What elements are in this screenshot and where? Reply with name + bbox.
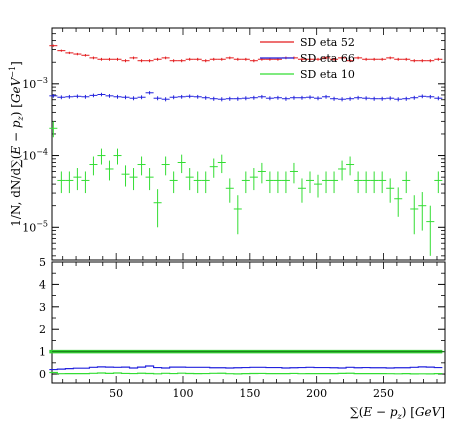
y-tick-exponent: −5 bbox=[36, 219, 48, 228]
y-tick-exponent: −3 bbox=[36, 76, 48, 85]
legend: SD eta 52 SD eta 66 SD eta 10 bbox=[260, 36, 355, 81]
legend-label: SD eta 10 bbox=[300, 68, 355, 81]
ratio-y-tick-label: 2 bbox=[39, 323, 46, 336]
x-tick-label: 200 bbox=[306, 387, 327, 400]
xlabel-minus: − bbox=[372, 405, 390, 419]
xlabel-mid: ) [ bbox=[402, 405, 415, 419]
ratio-y-tick-label: 5 bbox=[39, 256, 46, 269]
main-data-marks bbox=[49, 44, 443, 256]
main-panel: 10−510−410−3 1/N, dN/d∑(E − pz) [GeV−1] … bbox=[8, 27, 446, 261]
y-tick-base: 10 bbox=[22, 150, 36, 163]
y-tick-label: 10−3 bbox=[22, 76, 48, 91]
ratio-x-ticks: 50 100 150 200 250 bbox=[62, 262, 438, 400]
legend-label: SD eta 52 bbox=[300, 36, 355, 49]
x-axis-label: ∑(E − pz) [GeV] bbox=[350, 405, 445, 421]
y-tick-exponent: −4 bbox=[36, 148, 48, 157]
ylabel-mid: ) [ bbox=[9, 103, 23, 116]
series-sd-eta-52 bbox=[49, 44, 443, 63]
ratio-y-tick-label: 4 bbox=[39, 278, 46, 291]
ratio-line-sd-eta-66 bbox=[49, 365, 443, 371]
ylabel-exp: −1 bbox=[8, 66, 17, 78]
ylabel-end: ] bbox=[9, 61, 23, 66]
ratio-panel: 0 1 2 3 4 5 50 100 150 200 250 ∑(E − pz) [GeV] bbox=[39, 256, 446, 421]
ratio-plot-frame bbox=[51, 261, 446, 384]
series-sd-eta-10 bbox=[49, 121, 443, 256]
ylabel-unit: GeV bbox=[9, 76, 23, 103]
x-tick-label: 100 bbox=[173, 387, 194, 400]
ylabel-p: p bbox=[9, 120, 23, 128]
xlabel-prefix: ∑( bbox=[350, 405, 363, 419]
xlabel-unit: GeV bbox=[415, 405, 442, 419]
xlabel-p: p bbox=[390, 405, 398, 419]
xlabel-end: ] bbox=[440, 405, 445, 419]
series-sd-eta-66 bbox=[49, 91, 443, 102]
y-tick-base: 10 bbox=[22, 221, 36, 234]
main-x-ticks bbox=[62, 28, 438, 260]
ylabel-E: E bbox=[9, 146, 23, 156]
main-y-axis-label: 1/N, dN/d∑(E − pz) [GeV−1] bbox=[8, 61, 25, 227]
x-tick-label: 150 bbox=[239, 387, 260, 400]
ratio-y-tick-label: 0 bbox=[39, 368, 46, 381]
main-plot-frame bbox=[51, 27, 446, 261]
ylabel-minus: − bbox=[9, 128, 23, 146]
ratio-y-tick-label: 1 bbox=[39, 346, 46, 359]
ratio-data-marks bbox=[49, 349, 445, 375]
ylabel-prefix: 1/N, dN/d∑( bbox=[9, 155, 23, 227]
ratio-y-tick-label: 3 bbox=[39, 301, 46, 314]
y-tick-label: 10−4 bbox=[22, 148, 48, 163]
x-tick-label: 250 bbox=[373, 387, 394, 400]
y-tick-label: 10−5 bbox=[22, 219, 48, 234]
ratio-y-ticks: 0 1 2 3 4 5 bbox=[39, 256, 445, 381]
ratio-line-sd-eta-10 bbox=[49, 371, 443, 375]
xlabel-z: z bbox=[397, 412, 403, 421]
xlabel-E: E bbox=[362, 405, 372, 419]
legend-label: SD eta 66 bbox=[300, 52, 355, 65]
x-tick-label: 50 bbox=[109, 387, 123, 400]
y-tick-base: 10 bbox=[22, 78, 36, 91]
main-y-ticks: 10−510−410−3 bbox=[22, 27, 445, 257]
ylabel-z: z bbox=[16, 115, 25, 121]
